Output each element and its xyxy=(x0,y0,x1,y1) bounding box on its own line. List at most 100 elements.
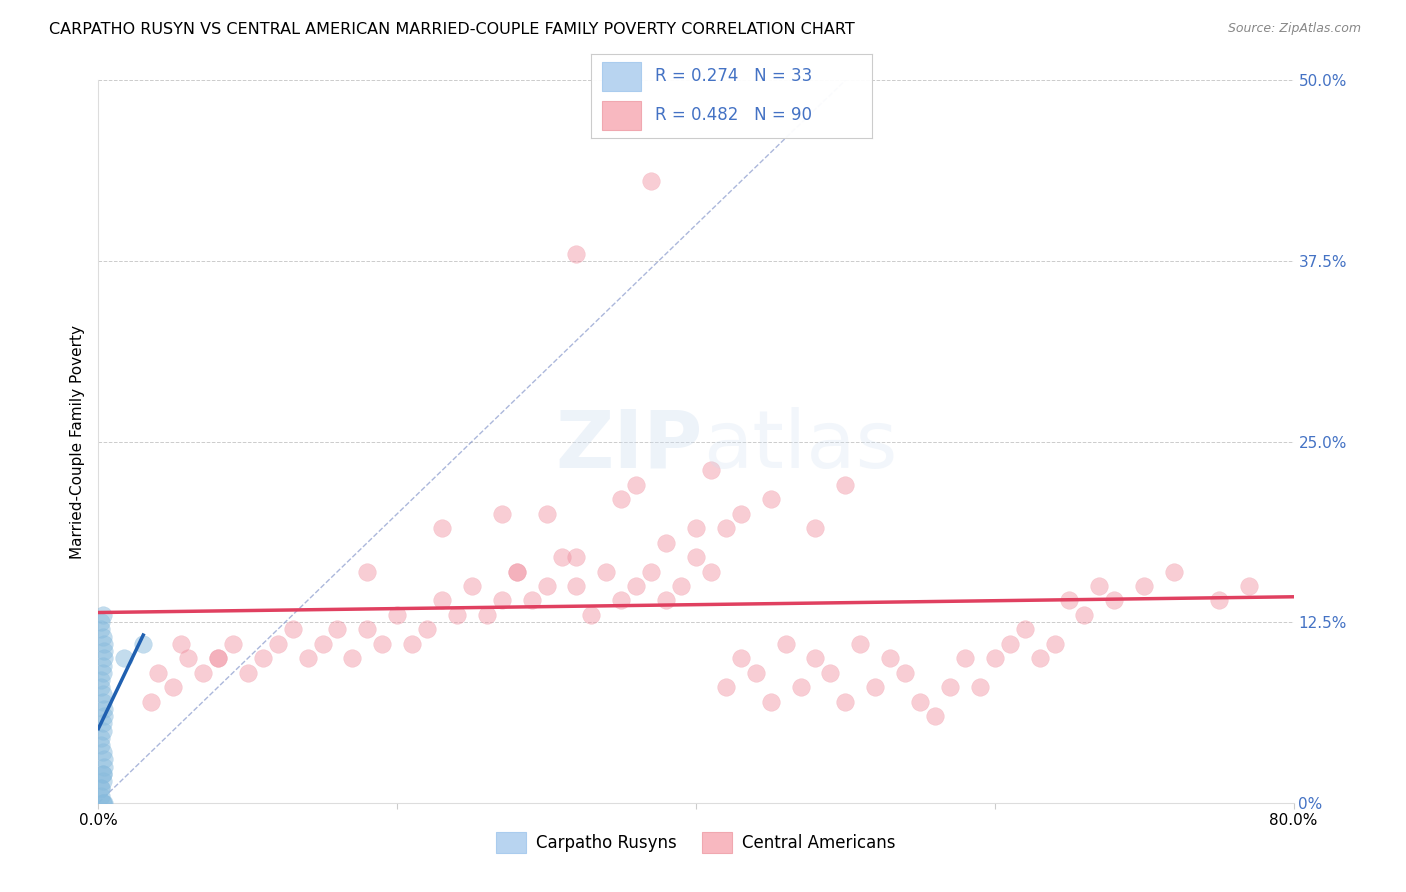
Point xyxy=(112,651,135,665)
Point xyxy=(162,680,184,694)
Point xyxy=(565,579,588,593)
Point xyxy=(595,565,617,579)
Point xyxy=(969,680,991,694)
Point xyxy=(565,550,588,565)
Point xyxy=(416,623,439,637)
Point xyxy=(536,579,558,593)
Point xyxy=(1104,593,1126,607)
Point xyxy=(894,665,917,680)
Point xyxy=(91,716,114,731)
FancyBboxPatch shape xyxy=(602,101,641,130)
Point xyxy=(610,492,633,507)
Point xyxy=(90,615,112,630)
Point xyxy=(267,637,290,651)
Point xyxy=(91,687,114,701)
Text: R = 0.482   N = 90: R = 0.482 N = 90 xyxy=(655,106,813,124)
Point xyxy=(91,695,114,709)
Point xyxy=(1028,651,1050,665)
Point xyxy=(730,507,752,521)
Point xyxy=(222,637,245,651)
Point xyxy=(908,695,931,709)
Point xyxy=(820,665,842,680)
Point xyxy=(789,680,811,694)
Point xyxy=(1088,579,1111,593)
Point xyxy=(461,579,484,593)
Point xyxy=(745,665,768,680)
Point xyxy=(700,565,723,579)
Point xyxy=(91,607,114,622)
Point xyxy=(626,579,648,593)
FancyBboxPatch shape xyxy=(602,62,641,91)
Point xyxy=(91,796,114,810)
Point xyxy=(91,630,114,644)
Point xyxy=(311,637,333,651)
Point xyxy=(669,579,692,593)
Point xyxy=(356,623,378,637)
Point xyxy=(804,521,827,535)
Point xyxy=(581,607,603,622)
Point xyxy=(236,665,259,680)
Point xyxy=(430,593,453,607)
Point xyxy=(714,680,737,694)
Point xyxy=(90,738,112,752)
Point xyxy=(1133,579,1156,593)
Point xyxy=(371,637,394,651)
Point xyxy=(91,767,114,781)
Point xyxy=(1043,637,1066,651)
Point xyxy=(326,623,349,637)
Y-axis label: Married-Couple Family Poverty: Married-Couple Family Poverty xyxy=(70,325,86,558)
Point xyxy=(90,781,112,796)
Point xyxy=(714,521,737,535)
Text: CARPATHO RUSYN VS CENTRAL AMERICAN MARRIED-COUPLE FAMILY POVERTY CORRELATION CHA: CARPATHO RUSYN VS CENTRAL AMERICAN MARRI… xyxy=(49,22,855,37)
Point xyxy=(297,651,319,665)
Point xyxy=(520,593,543,607)
Point xyxy=(207,651,229,665)
Point xyxy=(93,752,115,766)
Point xyxy=(953,651,976,665)
Point xyxy=(1073,607,1095,622)
Point xyxy=(1163,565,1185,579)
Point xyxy=(775,637,797,651)
Point xyxy=(834,478,856,492)
Text: atlas: atlas xyxy=(703,407,897,485)
Point xyxy=(385,607,409,622)
Point xyxy=(924,709,946,723)
Point xyxy=(685,550,707,565)
Point xyxy=(91,658,114,673)
Point xyxy=(191,665,214,680)
Point xyxy=(93,637,115,651)
Text: R = 0.274   N = 33: R = 0.274 N = 33 xyxy=(655,68,813,86)
Point xyxy=(91,665,114,680)
Point xyxy=(984,651,1007,665)
Point xyxy=(132,637,155,651)
Point xyxy=(91,774,114,789)
Point xyxy=(207,651,229,665)
Point xyxy=(446,607,468,622)
Point xyxy=(342,651,364,665)
Point xyxy=(169,637,191,651)
Point xyxy=(475,607,498,622)
Point xyxy=(93,796,115,810)
Text: Source: ZipAtlas.com: Source: ZipAtlas.com xyxy=(1227,22,1361,36)
Point xyxy=(865,680,887,694)
Point xyxy=(93,702,115,716)
Point xyxy=(93,760,115,774)
Point xyxy=(90,781,112,796)
Point xyxy=(1059,593,1081,607)
Point xyxy=(401,637,423,651)
Point xyxy=(491,507,513,521)
Point xyxy=(93,644,115,658)
Point xyxy=(536,507,558,521)
Point xyxy=(90,623,112,637)
Point xyxy=(91,723,114,738)
Point xyxy=(1014,623,1036,637)
Point xyxy=(90,731,112,745)
Point xyxy=(939,680,962,694)
Point xyxy=(655,593,678,607)
Point xyxy=(759,492,782,507)
Point xyxy=(356,565,378,579)
Point xyxy=(91,767,114,781)
Point xyxy=(506,565,529,579)
Point xyxy=(685,521,707,535)
Point xyxy=(804,651,827,665)
